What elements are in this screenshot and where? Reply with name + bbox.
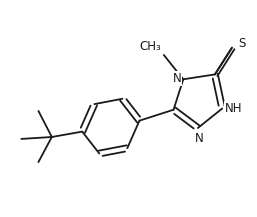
Text: S: S [238, 38, 245, 51]
Text: CH₃: CH₃ [140, 40, 161, 53]
Text: NH: NH [225, 102, 242, 115]
Text: N: N [195, 132, 204, 145]
Text: N: N [173, 72, 181, 85]
